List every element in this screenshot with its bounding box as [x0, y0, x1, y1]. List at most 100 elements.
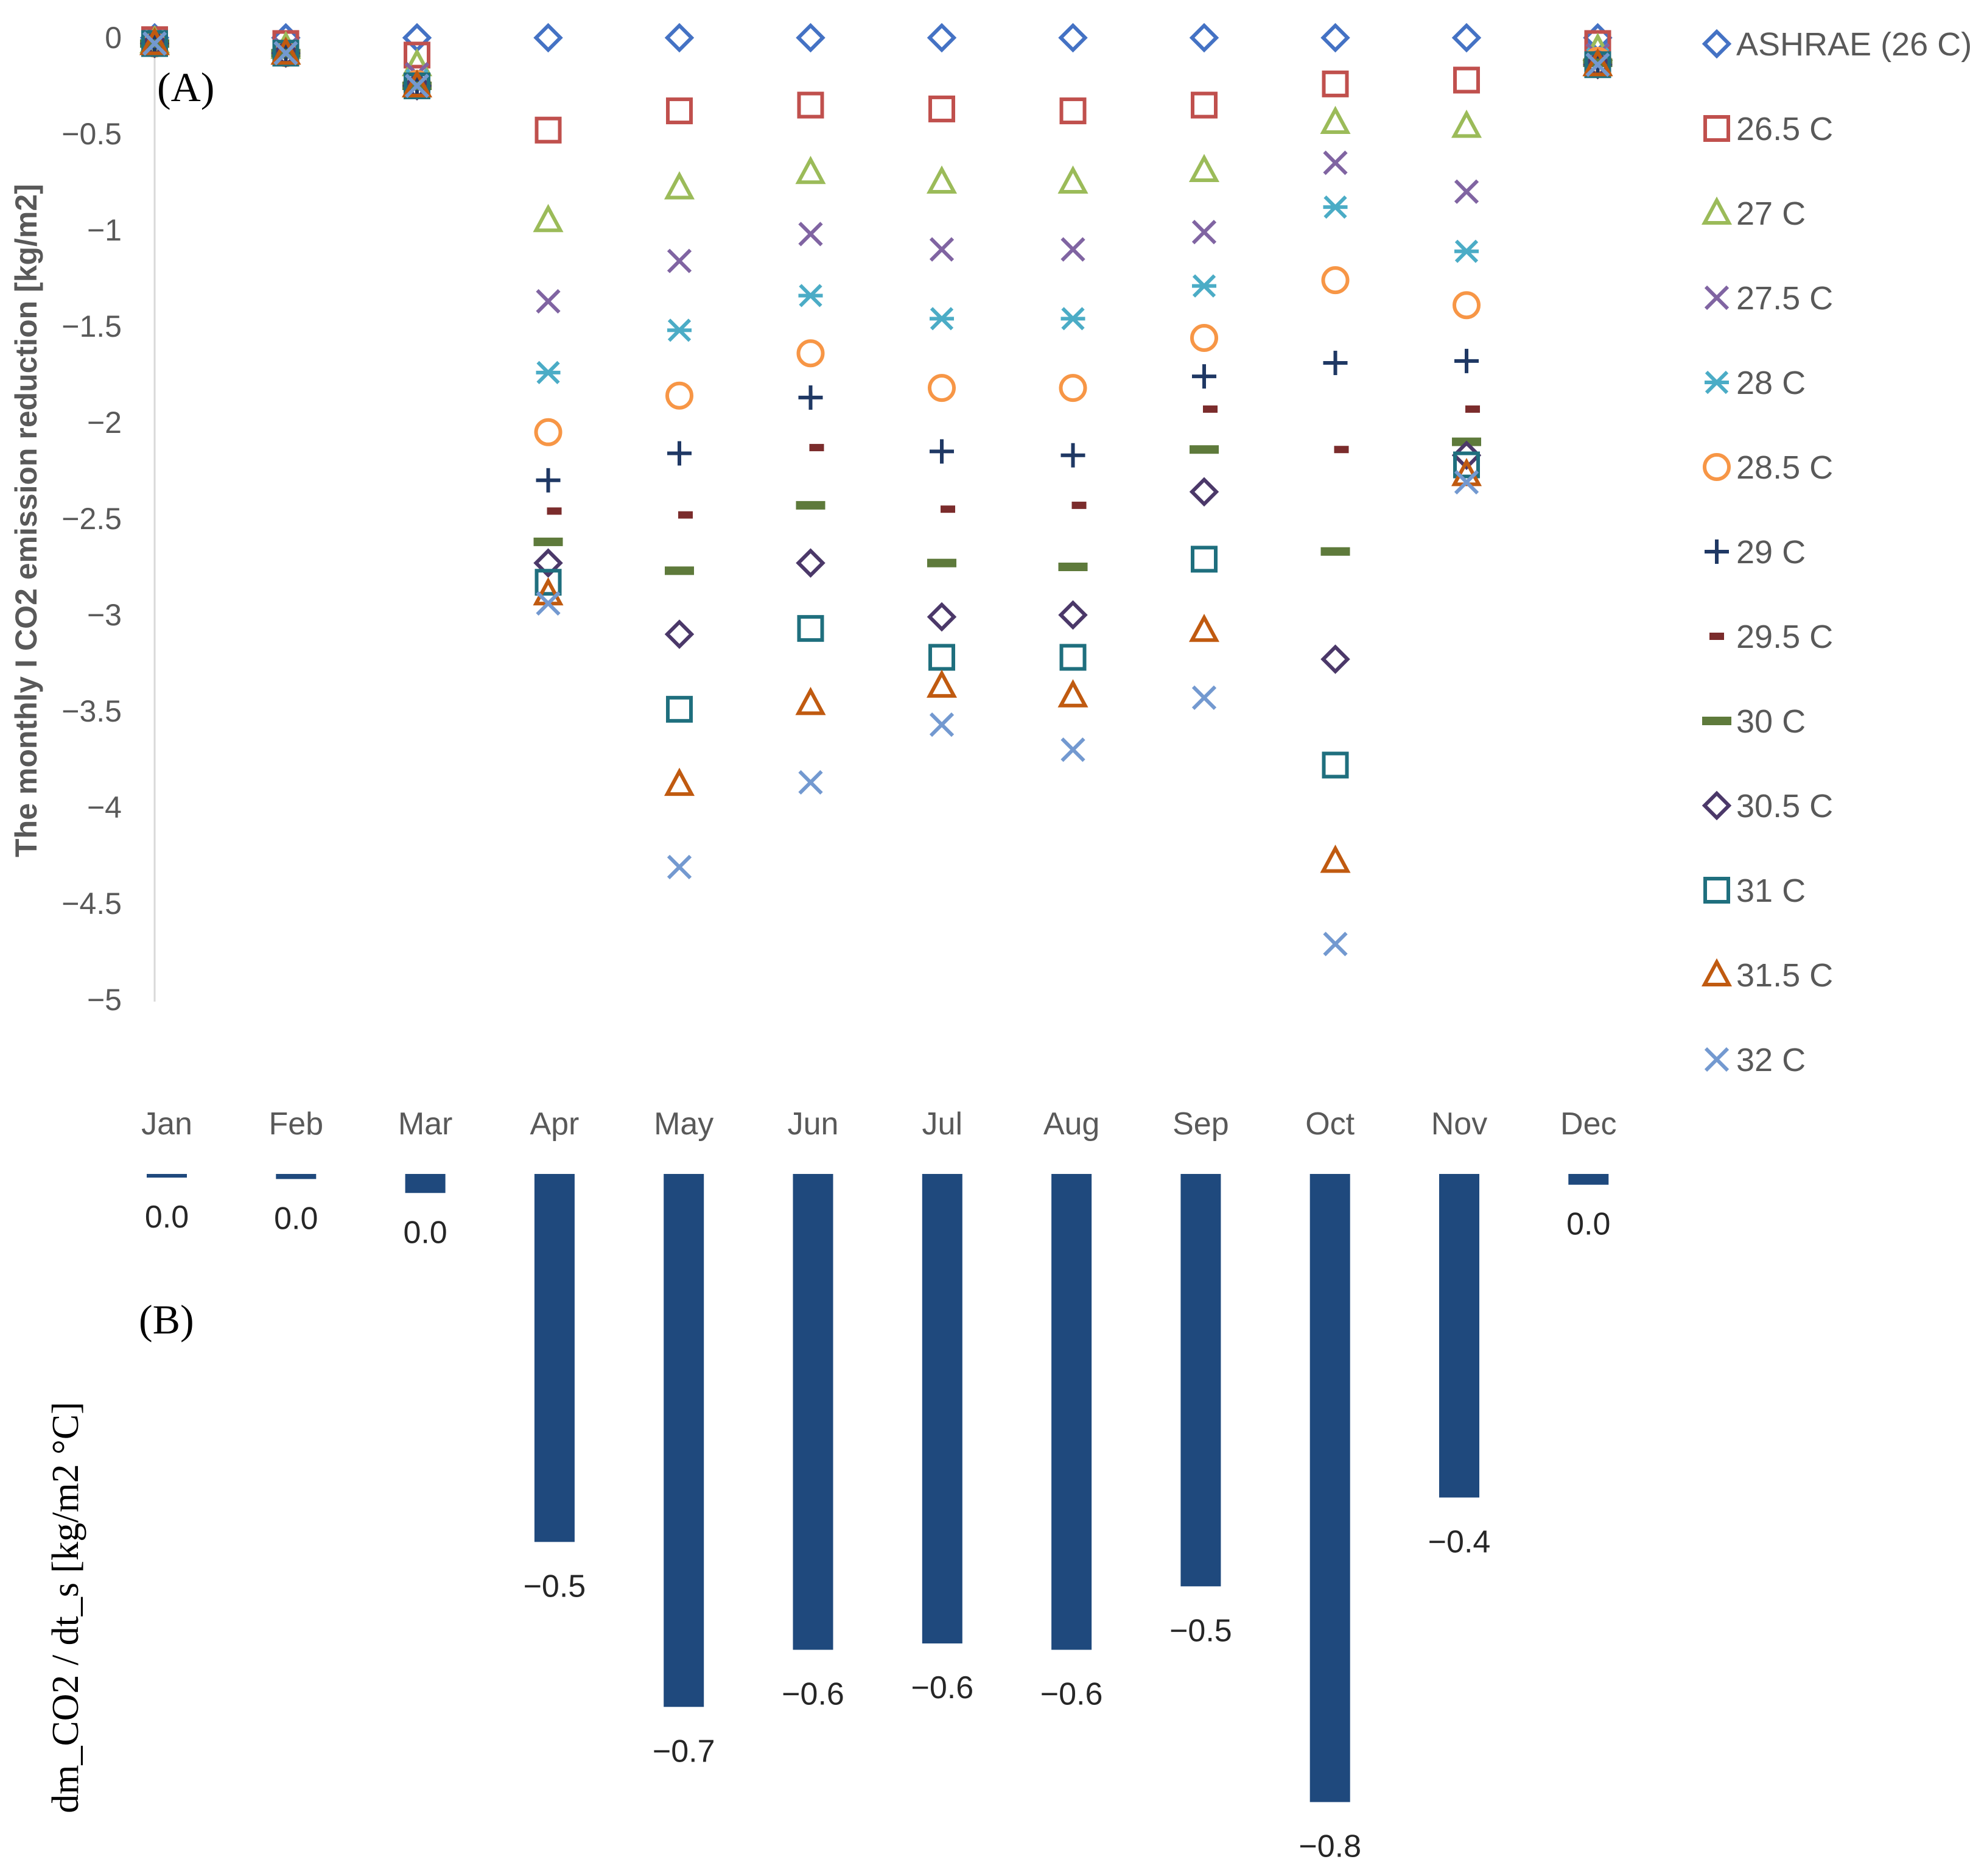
scatter-point — [1322, 70, 1349, 97]
scatter-point — [1453, 291, 1481, 320]
legend-label: 31.5 C — [1736, 957, 1833, 994]
scatter-point — [142, 31, 167, 56]
legend-label: ASHRAE (26 C) — [1736, 26, 1970, 63]
legend-marker — [1709, 633, 1724, 640]
scatter-point — [664, 619, 695, 649]
bar — [1568, 1174, 1609, 1185]
scatter-point — [797, 91, 824, 119]
y-tick-label: 0 — [105, 21, 122, 55]
legend-marker — [1702, 790, 1732, 821]
legend-item: 30 C — [1702, 703, 1806, 740]
scatter-point — [666, 97, 693, 125]
bar — [405, 1174, 446, 1193]
bar — [922, 1174, 962, 1644]
scatter-point — [678, 511, 693, 519]
scatter-point — [1059, 644, 1087, 671]
bar-data-label: −0.5 — [524, 1569, 586, 1604]
legend-item: 29 C — [1705, 534, 1806, 571]
panel-b-bars: 0.0 0.0 0.0 −0.5 −0.7 −0.6 −0.6 −0.6 −0.5 −0.8 −0.… — [45, 1174, 1610, 1864]
series-29-c — [142, 31, 1610, 493]
series-31-5-c — [139, 27, 1613, 873]
x-tick-label: Sep — [1173, 1106, 1229, 1142]
scatter-point — [928, 374, 956, 402]
legend-label: 28 C — [1736, 365, 1806, 401]
scatter-point — [809, 444, 824, 452]
x-tick-label: Dec — [1560, 1106, 1616, 1142]
legend-marker — [1703, 453, 1731, 481]
legend-item: 31.5 C — [1701, 957, 1833, 994]
scatter-point — [1454, 239, 1479, 263]
y-tick-label: −1 — [87, 213, 122, 247]
scatter-point — [1320, 105, 1351, 135]
bar — [664, 1174, 704, 1707]
series-27-c — [139, 25, 1613, 233]
scatter-point — [1454, 469, 1479, 495]
scatter-point — [941, 505, 955, 513]
y-tick-label: −1.5 — [61, 309, 122, 343]
legend-label: 29 C — [1736, 534, 1806, 571]
bar-data-label: −0.7 — [653, 1734, 715, 1769]
scatter-point — [1453, 451, 1480, 479]
scatter-point — [928, 644, 955, 671]
scatter-point — [1060, 737, 1085, 762]
scatter-point — [1323, 195, 1348, 219]
y-tick-label: −3.5 — [61, 694, 122, 728]
scatter-point — [1058, 563, 1088, 571]
series-ashrae-26-c- — [139, 23, 1613, 53]
scatter-point — [536, 289, 561, 314]
panel-a-scatter: 0 −0.5 −1 −1.5 −2 −2.5 −3 −3.5 −4 −4.5 −5 The month… — [9, 21, 1613, 1017]
legend-item: 31 C — [1703, 873, 1806, 909]
scatter-point — [1321, 266, 1350, 295]
scatter-point — [667, 248, 692, 273]
series-30-5-c — [139, 29, 1613, 674]
y-axis-title: The monthly I CO2 emission reduction [kg… — [9, 184, 43, 857]
scatter-point — [1334, 446, 1349, 454]
scatter-point — [535, 116, 562, 144]
legend-marker — [1703, 877, 1730, 904]
scatter-point — [1189, 477, 1219, 507]
scatter-point — [1320, 644, 1350, 674]
legend-label: 28.5 C — [1736, 449, 1833, 486]
bar — [1051, 1174, 1092, 1650]
scatter-point — [798, 222, 823, 247]
scatter-point — [1189, 23, 1219, 53]
scatter-point — [795, 687, 826, 715]
scatter-point — [1323, 932, 1348, 957]
legend-marker — [1705, 370, 1729, 395]
scatter-point — [1451, 23, 1482, 53]
scatter-point — [1323, 351, 1348, 376]
scatter-point — [273, 41, 298, 66]
legend-item: 27 C — [1701, 195, 1806, 232]
legend-label: 29.5 C — [1736, 619, 1833, 655]
scatter-point — [930, 307, 954, 331]
scatter-point — [1059, 97, 1087, 125]
scatter-point — [533, 23, 563, 53]
legend-item: 27.5 C — [1704, 280, 1833, 317]
legend-marker — [1701, 196, 1733, 225]
scatter-point — [1454, 179, 1479, 204]
scatter-point — [1320, 845, 1351, 873]
bar-data-label: 0.0 — [145, 1200, 189, 1235]
bar-data-label: −0.5 — [1169, 1613, 1232, 1648]
panel-b-label: (B) — [139, 1296, 194, 1343]
scatter-point — [1057, 679, 1088, 708]
legend-marker — [1704, 285, 1730, 311]
bar-data-label: −0.6 — [911, 1670, 973, 1706]
legend-marker — [1702, 29, 1732, 59]
scatter-point — [927, 558, 956, 567]
scatter-point — [1323, 150, 1348, 175]
scatter-point — [270, 36, 301, 65]
scatter-point — [926, 165, 958, 194]
scatter-point — [139, 27, 170, 55]
scatter-point — [1059, 374, 1087, 402]
scatter-point — [533, 203, 564, 233]
legend-marker — [1703, 115, 1730, 142]
y-tick-label: −3 — [87, 598, 122, 632]
bar — [276, 1174, 317, 1179]
scatter-point — [796, 501, 826, 510]
y-tick-label: −5 — [87, 983, 122, 1017]
scatter-point — [929, 237, 955, 262]
scatter-point — [797, 615, 824, 642]
x-tick-label: Feb — [268, 1106, 323, 1142]
